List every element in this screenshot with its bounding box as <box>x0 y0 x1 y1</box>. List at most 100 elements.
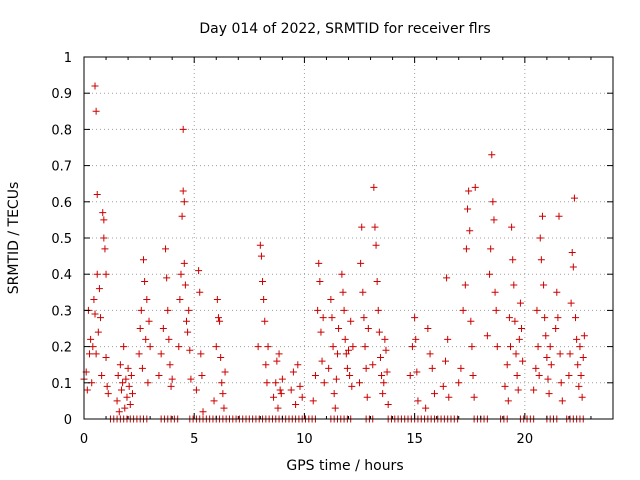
data-point <box>101 245 109 253</box>
data-point <box>570 194 578 202</box>
data-point <box>256 241 264 249</box>
data-point <box>120 343 128 351</box>
data-point <box>197 350 205 358</box>
y-tick-label: 0.1 <box>51 377 72 392</box>
data-point <box>459 306 467 314</box>
data-point <box>556 350 564 358</box>
data-point <box>510 281 518 289</box>
data-point <box>375 328 383 336</box>
data-point <box>140 256 148 264</box>
data-point <box>503 361 511 369</box>
data-point <box>92 350 100 358</box>
data-point <box>554 314 562 322</box>
data-point <box>192 386 200 394</box>
data-point <box>98 372 106 380</box>
data-point <box>146 343 154 351</box>
data-point <box>128 390 136 398</box>
data-point <box>175 343 183 351</box>
data-point <box>138 364 146 372</box>
data-point <box>369 361 377 369</box>
data-point <box>167 382 175 390</box>
data-point <box>91 310 99 318</box>
data-point <box>179 125 187 133</box>
data-point <box>341 335 349 343</box>
data-point <box>219 390 227 398</box>
data-point <box>272 379 280 387</box>
data-point <box>179 187 187 195</box>
data-point <box>356 379 364 387</box>
data-point <box>530 386 538 394</box>
data-point <box>117 386 125 394</box>
data-point <box>428 364 436 372</box>
y-tick-label: 1 <box>64 51 72 66</box>
data-point <box>493 343 501 351</box>
data-point <box>383 368 391 376</box>
data-point <box>486 270 494 278</box>
data-point <box>345 346 352 354</box>
data-point <box>567 299 575 307</box>
data-point <box>163 274 171 282</box>
data-point <box>184 328 192 336</box>
data-point <box>218 379 226 387</box>
data-point <box>408 343 416 351</box>
data-point <box>186 346 194 354</box>
data-point <box>413 368 421 376</box>
data-point <box>328 314 336 322</box>
data-point <box>259 277 267 285</box>
data-point <box>180 259 188 267</box>
data-point <box>199 408 207 416</box>
data-point <box>287 386 295 394</box>
data-point <box>185 306 193 314</box>
y-tick-label: 0.6 <box>51 196 72 211</box>
data-point <box>349 343 357 351</box>
data-point <box>445 393 453 401</box>
data-point <box>411 314 419 322</box>
data-point <box>534 343 542 351</box>
data-point <box>92 107 100 115</box>
data-point <box>126 401 134 409</box>
data-point <box>457 364 465 372</box>
data-point <box>532 364 540 372</box>
x-tick-label: 20 <box>517 432 534 447</box>
data-point <box>329 343 337 351</box>
data-point <box>491 288 499 296</box>
data-point <box>320 379 328 387</box>
data-point <box>552 325 560 332</box>
data-point <box>135 350 143 358</box>
data-point <box>114 372 122 380</box>
data-point <box>489 198 497 206</box>
data-point <box>441 357 449 365</box>
data-point <box>157 350 165 358</box>
data-point <box>176 296 184 304</box>
data-point <box>533 306 541 314</box>
data-point <box>100 234 108 242</box>
x-tick-labels: 0 5 10 15 20 <box>80 432 533 447</box>
data-point <box>143 296 151 304</box>
data-point <box>424 325 432 332</box>
data-point <box>501 382 509 390</box>
data-point <box>509 256 517 264</box>
data-point <box>504 397 512 405</box>
data-point <box>162 245 170 253</box>
data-point <box>177 270 185 278</box>
data-point <box>311 372 319 380</box>
data-point <box>414 397 422 405</box>
data-point <box>113 397 121 405</box>
data-point <box>535 372 543 380</box>
data-point <box>333 350 341 358</box>
data-point <box>102 353 110 361</box>
x-tick-label: 10 <box>296 432 313 447</box>
data-point <box>136 325 144 332</box>
data-point <box>412 335 420 343</box>
data-point <box>164 306 172 314</box>
data-point <box>125 382 133 390</box>
x-axis-title: GPS time / hours <box>286 458 403 474</box>
data-point <box>490 216 498 224</box>
data-point <box>298 393 306 401</box>
data-point <box>518 325 526 332</box>
data-point <box>273 357 281 365</box>
data-point <box>577 372 585 380</box>
data-point <box>100 216 108 224</box>
data-point <box>155 372 163 380</box>
data-point <box>374 306 382 314</box>
